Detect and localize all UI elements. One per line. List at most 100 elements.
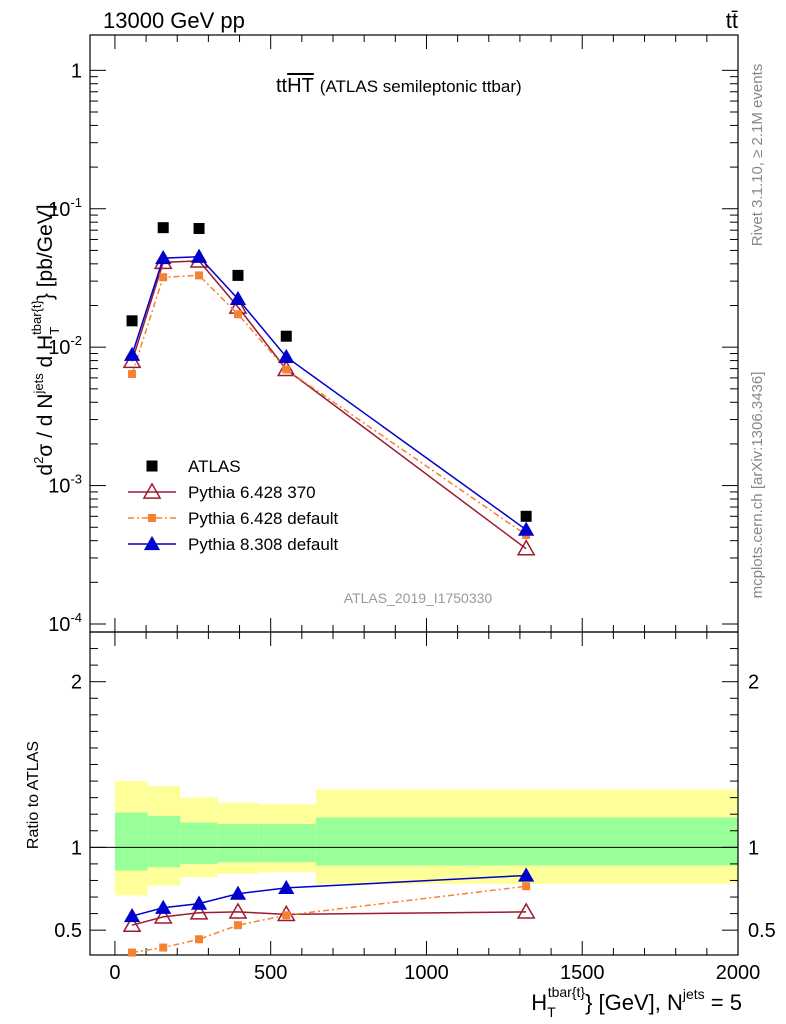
legend-label: Pythia 6.428 default [188, 509, 339, 528]
ratio-data-point [228, 902, 248, 919]
mcplots-label: mcplots.cern.ch [arXiv:1306.3436] [749, 372, 766, 599]
plot-title: ttHT (ATLAS semileptonic ttbar) [276, 75, 522, 97]
ratio-data-point [278, 879, 295, 894]
ratio-y-tick-label: 1 [71, 837, 82, 859]
main-y-tick-label: 10-1 [48, 195, 82, 221]
series-line [131, 274, 527, 536]
tick-base: 10 [48, 337, 70, 359]
main-series [122, 222, 536, 556]
uncertainty-band-inner [258, 824, 316, 863]
data-point [193, 222, 205, 234]
legend-label: Pythia 6.428 370 [188, 483, 316, 502]
main-y-axis-label: d2σ / d Njets d HTtbar{t}} [pb/GeV] [29, 204, 62, 475]
main-y-tick-label: 10-2 [48, 333, 82, 359]
main-y-tick-label: 10-3 [48, 472, 82, 498]
data-point [195, 271, 204, 280]
data-point [123, 346, 141, 361]
ratio-y-tick-label: 0.5 [54, 920, 82, 942]
ratio-data-point [522, 882, 531, 891]
ratio-panel-background [114, 781, 738, 896]
x-tick-label: 1000 [404, 962, 449, 984]
data-point [516, 539, 536, 556]
ratio-y-tick-label-right: 0.5 [748, 920, 776, 942]
rivet-label: Rivet 3.1.10, ≥ 2.1M events [749, 64, 766, 247]
data-point [282, 365, 291, 374]
ratio-data-point [190, 895, 208, 910]
ratio-data-point [155, 899, 172, 914]
uncertainty-band-inner [114, 812, 148, 871]
x-tick-label: 1500 [560, 962, 605, 984]
series-pythia-8-308-default [123, 248, 535, 536]
data-point [280, 330, 292, 342]
ratio-data-point [153, 907, 173, 924]
ratio-y-tick-label: 2 [71, 672, 82, 694]
tick-base: 10 [48, 614, 70, 636]
legend-marker [142, 482, 162, 499]
ratio-data-point [189, 903, 209, 920]
data-point [229, 290, 247, 306]
plot-title-suffix: (ATLAS semileptonic ttbar) [320, 77, 522, 96]
tick-base: 10 [48, 476, 70, 498]
process-label: tt̄ [726, 8, 738, 33]
plot-title-overline: HT [287, 75, 314, 97]
uncertainty-band-inner [147, 815, 181, 868]
plot-title-prefix: tt [276, 75, 288, 97]
data-point [520, 510, 532, 522]
ratio-data-point [518, 867, 535, 882]
ratio-series-pythia-6-428-370 [122, 902, 536, 933]
x-axis-label: HTtbar{t}} [GeV], Njets = 5 [531, 984, 742, 1020]
data-point [157, 222, 169, 234]
ratio-data-point [128, 948, 137, 957]
analysis-watermark: ATLAS_2019_I1750330 [344, 590, 493, 606]
tick-base: 10 [48, 199, 70, 221]
series-atlas [126, 222, 532, 522]
legend: ATLAS Pythia 6.428 370 Pythia 6.428 defaul… [128, 457, 339, 554]
series-line [131, 260, 527, 550]
ratio-y-tick-label-right: 1 [748, 837, 759, 859]
ratio-y-axis-label: Ratio to ATLAS [25, 741, 42, 849]
legend-marker [148, 514, 156, 522]
x-tick-label: 500 [254, 962, 287, 984]
legend-label: Pythia 8.308 default [188, 535, 339, 554]
legend-marker [146, 460, 158, 472]
ratio-series-pythia-6-428-default [128, 882, 531, 957]
ratio-series [122, 867, 536, 957]
ratio-axes: 0.5 0.5 1 1 2 2 0 500 1000 1500 2000 [54, 631, 776, 984]
uncertainty-band-inner [217, 824, 259, 863]
energy-label: 13000 GeV pp [103, 8, 245, 33]
ratio-data-point [195, 935, 204, 944]
svg-text:HTtbar{t}} [GeV], Njets = 5: HTtbar{t}} [GeV], Njets = 5 [531, 984, 742, 1020]
ratio-series-line [131, 885, 527, 954]
x-tick-label: 0 [109, 962, 120, 984]
svg-text:d2σ / d Njets d HTtbar{t}} [pb: d2σ / d Njets d HTtbar{t}} [pb/GeV] [29, 204, 62, 475]
tick-exponent: -4 [70, 610, 82, 625]
ratio-data-point [233, 921, 242, 930]
ratio-data-point [229, 885, 247, 900]
data-point [233, 310, 242, 319]
main-y-tick-label: 1 [71, 60, 82, 82]
data-point [276, 359, 296, 377]
data-point [126, 315, 138, 327]
x-tick-label: 2000 [716, 962, 761, 984]
legend-label: ATLAS [188, 457, 241, 476]
tick-exponent: -2 [70, 333, 82, 348]
data-point [159, 273, 168, 282]
ratio-data-point [159, 943, 168, 952]
tick-exponent: -3 [70, 472, 82, 487]
ratio-data-point [123, 907, 141, 923]
data-point [155, 250, 172, 265]
ratio-data-point [516, 902, 536, 919]
ratio-y-tick-label-right: 2 [748, 672, 759, 694]
ratio-data-point [276, 904, 296, 922]
ratio-frame [89, 631, 739, 956]
ratio-data-point [122, 915, 142, 933]
data-point [518, 521, 535, 536]
data-point [190, 248, 208, 263]
data-point [278, 348, 295, 364]
uncertainty-band-inner [315, 817, 738, 866]
uncertainty-band-inner [180, 822, 218, 864]
series-line [131, 255, 527, 531]
data-point [128, 369, 137, 378]
legend-marker [143, 535, 161, 551]
